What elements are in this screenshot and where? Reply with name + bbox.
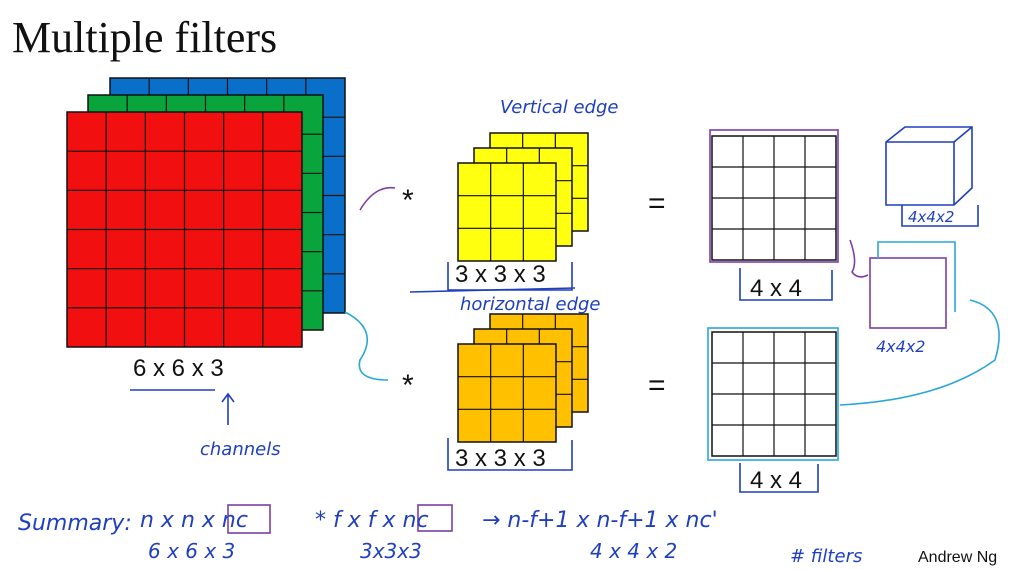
operator: * — [402, 184, 414, 217]
footer: Andrew Ng — [918, 549, 997, 566]
annotations — [130, 126, 1000, 534]
output-slice — [869, 257, 947, 329]
output-border — [709, 129, 839, 263]
summary-example: 4 x 4 x 2 — [590, 539, 677, 563]
summary-example: 3x3x3 — [360, 539, 422, 563]
summary-expr: n x n x nc — [140, 508, 248, 533]
input-note: channels — [200, 439, 281, 460]
arrow — [344, 311, 389, 381]
bracket — [447, 205, 979, 493]
summary-expr: * f x f x nc — [315, 508, 429, 533]
output-label: 4 x 4 — [750, 275, 802, 302]
grid — [457, 343, 557, 443]
highlight — [417, 504, 453, 532]
equals: = — [648, 369, 666, 402]
filter-note: Vertical edge — [500, 97, 618, 118]
highlight — [227, 504, 271, 534]
summary-note: # filters — [790, 546, 862, 567]
underline — [130, 389, 235, 425]
stacked-label: 4x4x2 — [908, 208, 954, 226]
arrow — [849, 239, 869, 278]
summary-example: 6 x 6 x 3 — [148, 539, 235, 563]
output-slice-back — [877, 241, 956, 312]
grids — [66, 77, 837, 457]
volume — [885, 126, 973, 206]
equals: = — [648, 187, 666, 220]
summary-label: Summary: — [18, 511, 132, 536]
filter-note: horizontal edge — [460, 294, 601, 315]
output-border — [707, 327, 839, 461]
filter-label: 3 x 3 x 3 — [455, 261, 546, 288]
grid — [457, 162, 557, 262]
arrow — [359, 186, 396, 211]
summary-expr: → n-f+1 x n-f+1 x nc' — [482, 508, 718, 533]
input-label: 6 x 6 x 3 — [133, 355, 224, 382]
operator: * — [402, 369, 414, 402]
filter-label: 3 x 3 x 3 — [455, 445, 546, 472]
arrow — [839, 299, 1000, 406]
stacked-label: 4x4x2 — [876, 337, 925, 356]
output-label: 4 x 4 — [750, 467, 802, 494]
title: Multiple filters — [12, 13, 277, 62]
